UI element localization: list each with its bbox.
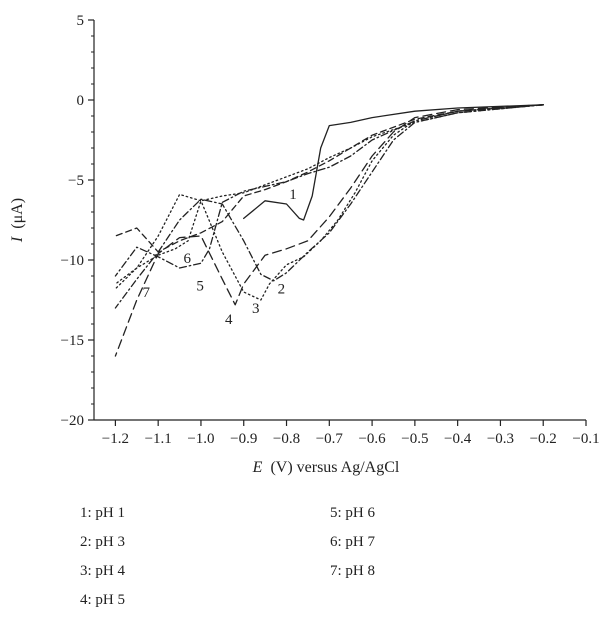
x-tick-label: −1.1 (145, 431, 172, 447)
x-tick-label: −0.4 (444, 431, 472, 447)
iv-chart: 5 0 −5 −10 −15 −20 −1.2 −1.1 −1.0 −0.9 −0.8 −0.7 −0… (9, 13, 600, 476)
x-tick-label: −1.2 (102, 431, 129, 447)
axes (93, 20, 586, 421)
y-axis-variable: I (9, 236, 26, 243)
series-line-5 (114, 104, 544, 277)
x-tick-label: −1.0 (187, 431, 214, 447)
x-tick-label: −0.3 (487, 431, 514, 447)
y-tick-label: 5 (77, 13, 85, 29)
legend-item-ph1: 1: pH 1 (80, 505, 125, 521)
curve-label-6: 6 (184, 251, 192, 267)
x-tick-label: −0.7 (316, 431, 344, 447)
y-ticks: 5 0 −5 −10 −15 −20 (61, 13, 94, 429)
series-line-6 (114, 104, 544, 290)
curve-label-1: 1 (289, 187, 297, 203)
y-axis-title: I (μA) (9, 198, 26, 243)
curve-label-5: 5 (196, 278, 204, 294)
y-tick-label: 0 (77, 93, 85, 109)
legend-item-ph5: 4: pH 5 (80, 592, 125, 608)
curve-label-3: 3 (252, 301, 260, 317)
legend-item-ph8: 7: pH 8 (330, 563, 375, 579)
x-tick-label: −0.9 (230, 431, 257, 447)
series-line-1 (243, 104, 544, 221)
legend-item-ph6: 5: pH 6 (330, 505, 375, 521)
x-tick-label: −0.1 (572, 431, 599, 447)
legend-item-ph3: 2: pH 3 (80, 534, 125, 550)
series-line-2 (114, 104, 544, 309)
x-ticks: −1.2 −1.1 −1.0 −0.9 −0.8 −0.7 −0.6 −0.5 −0.4 −0.3… (102, 420, 600, 447)
legend-item-ph4: 3: pH 4 (80, 563, 125, 579)
y-tick-label: −10 (61, 253, 84, 269)
x-tick-label: −0.8 (273, 431, 300, 447)
x-axis-unit: (V) versus Ag/AgCl (270, 459, 399, 476)
y-axis-unit: (μA) (9, 198, 26, 229)
curve-labels: 1 2 3 4 56 7 (142, 187, 296, 328)
curve-label-7: 7 (142, 285, 150, 301)
curve-label-2: 2 (278, 282, 286, 298)
y-tick-label: −15 (61, 333, 84, 349)
series-line-4 (114, 104, 544, 357)
legend-item-ph7: 6: pH 7 (330, 534, 375, 550)
series-group (114, 104, 544, 357)
x-axis-title: E (V) versus Ag/AgCl (252, 459, 400, 476)
series-line-3 (114, 104, 544, 301)
y-tick-label: −20 (61, 413, 84, 429)
x-axis-variable: E (252, 459, 263, 476)
x-tick-label: −0.6 (358, 431, 386, 447)
curve-label-4: 4 (225, 312, 233, 328)
x-tick-label: −0.2 (530, 431, 557, 447)
y-tick-label: −5 (68, 173, 84, 189)
x-tick-label: −0.5 (401, 431, 428, 447)
series-line-7 (114, 104, 544, 253)
